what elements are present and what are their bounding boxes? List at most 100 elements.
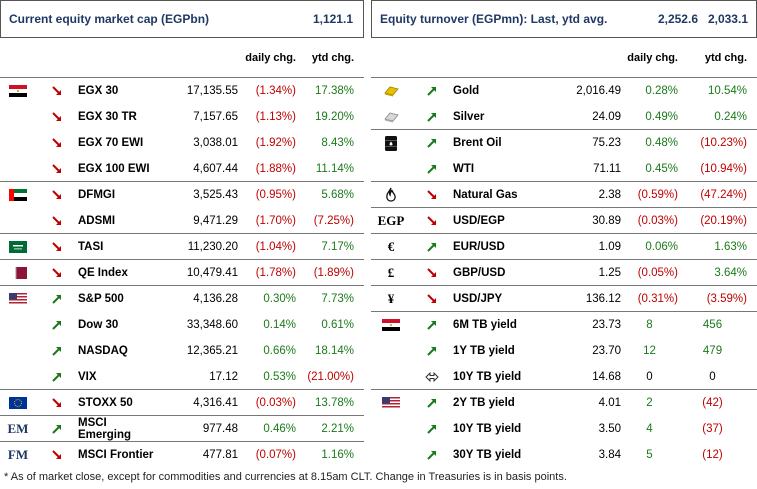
ytd-change: 2.21% [321,422,354,435]
daily-change: 0.06% [645,240,678,253]
daily-change-header: daily chg. [245,51,296,64]
index-name: EGX 100 EWI [78,162,150,175]
table-row: TASI 11,230.20 (1.04%) 7.17% [0,234,364,260]
index-name: STOXX 50 [78,396,133,409]
daily-change: (1.88%) [255,162,296,175]
instrument-name: 10Y TB yield [453,423,522,435]
daily-change: (1.04%) [255,240,296,253]
daily-change: 0.28% [645,85,678,97]
daily-change: 0.48% [645,137,678,149]
instrument-name: USD/EGP [453,214,505,227]
daily-change: 0.53% [263,370,296,383]
daily-change: 0.45% [645,162,678,175]
daily-change: (0.03%) [637,214,678,227]
daily-change: 4 [646,423,653,435]
arrow-up-icon [411,449,453,461]
gold-bar-icon [371,84,411,98]
instrument-name: 10Y TB yield [453,370,522,383]
market-cap-header: Current equity market cap (EGPbn) 1,121.… [0,0,364,38]
ytd-change: 17.38% [314,85,354,97]
qatar-flag-icon [0,266,36,279]
index-name: VIX [78,370,97,383]
ytd-change: (3.59%) [706,292,747,305]
instrument-name: Silver [453,110,485,123]
table-row: DFMGI 3,525.43 (0.95%) 5.68% [0,182,364,208]
daily-change: 0.30% [263,293,296,305]
table-row: EGX 100 EWI 4,607.44 (1.88%) 11.14% [0,156,364,182]
index-value: 477.81 [202,449,238,461]
table-row: 6M TB yield 23.73 8 456 [371,312,757,338]
daily-change: (1.92%) [255,137,296,149]
arrow-up-icon [36,423,78,435]
instrument-name: USD/JPY [453,292,503,305]
arrow-up-icon [411,397,453,409]
table-row: FM MSCI Frontier 477.81 (0.07%) 1.16% [0,442,364,468]
arrow-up-icon [36,293,78,305]
table-row: QE Index 10,479.41 (1.78%) (1.89%) [0,260,364,286]
index-name: S&P 500 [78,293,124,305]
instrument-name: GBP/USD [453,266,506,279]
table-row: Dow 30 33,348.60 0.14% 0.61% [0,312,364,338]
arrow-down-icon [36,215,78,227]
daily-change: 5 [646,449,653,461]
table-row: 10Y TB yield 3.50 4 (37) [371,416,757,442]
daily-change: (0.59%) [637,188,678,201]
instrument-value: 1.25 [598,266,621,279]
ytd-change: 11.14% [315,162,354,175]
index-value: 3,038.01 [193,137,238,149]
table-row: EGX 30 TR 7,157.65 (1.13%) 19.20% [0,104,364,130]
index-value: 3,525.43 [193,189,238,201]
index-name: QE Index [78,266,128,279]
instrument-name: 2Y TB yield [453,397,515,409]
table-row: ADSMI 9,471.29 (1.70%) (7.25%) [0,208,364,234]
arrow-down-icon [36,241,78,253]
table-row: STOXX 50 4,316.41 (0.03%) 13.78% [0,390,364,416]
index-value: 4,607.44 [193,162,238,175]
arrow-down-icon [36,267,78,279]
egypt-flag-icon [0,85,36,97]
daily-change: 0 [646,370,653,383]
daily-change: 0.14% [263,319,296,331]
instrument-value: 2.38 [598,188,621,201]
arrow-up-icon [411,137,453,149]
instrument-value: 1.09 [598,240,621,253]
index-value: 4,136.28 [193,293,238,305]
daily-change: (0.31%) [637,292,678,305]
arrow-sideways-icon [411,371,453,382]
table-row: Silver 24.09 0.49% 0.24% [371,104,757,130]
egp-label-icon: EGP [377,212,405,228]
ytd-change: 479 [702,345,723,357]
instrument-value: 23.73 [592,319,621,331]
ytd-change: 1.63% [714,240,747,253]
egypt-flag-icon [371,319,411,331]
daily-change: 0.46% [263,422,296,435]
table-row: € EUR/USD 1.09 0.06% 1.63% [371,234,757,260]
arrow-down-icon [36,137,78,149]
arrow-down-icon [411,267,453,279]
em-label-icon: EM [7,420,29,436]
turnover-title: Equity turnover (EGPmn): Last, ytd avg. [380,12,608,26]
daily-change: (1.70%) [255,214,296,227]
index-value: 4,316.41 [193,396,238,409]
index-name: EGX 70 EWI [78,137,144,149]
ytd-change: (20.19%) [700,214,747,227]
saudi-flag-icon [0,240,36,253]
index-value: 7,157.65 [193,111,238,123]
arrow-up-icon [411,163,453,175]
ytd-change-header: ytd chg. [704,51,747,64]
arrow-down-icon [36,397,78,409]
ytd-change: (10.94%) [700,162,747,175]
index-value: 17.12 [209,370,238,383]
euro-icon: € [387,238,395,254]
table-row: VIX 17.12 0.53% (21.00%) [0,364,364,390]
silver-bar-icon [371,110,411,124]
index-value: 977.48 [202,422,238,435]
table-row: Brent Oil 75.23 0.48% (10.23%) [371,130,757,156]
table-row: S&P 500 4,136.28 0.30% 7.73% [0,286,364,312]
instrument-value: 30.89 [592,214,621,227]
table-row: EGX 70 EWI 3,038.01 (1.92%) 8.43% [0,130,364,156]
arrow-down-icon [411,293,453,305]
instrument-value: 14.68 [592,370,621,383]
instrument-name: 1Y TB yield [453,345,515,357]
ytd-change: (12) [702,449,723,461]
